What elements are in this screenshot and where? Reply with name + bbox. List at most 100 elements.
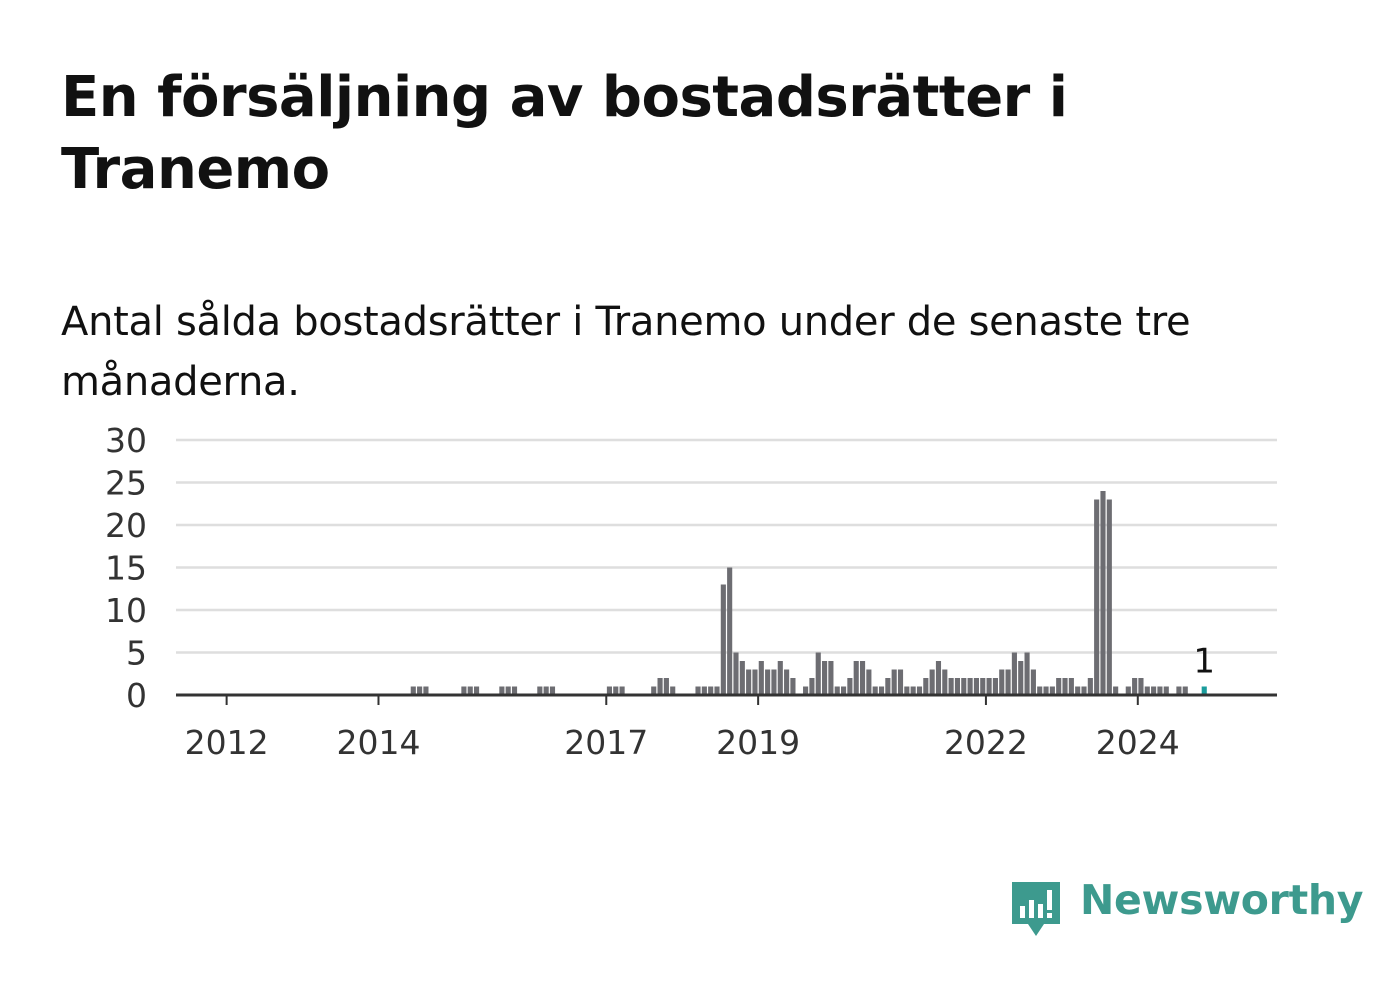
- bar: [670, 686, 676, 695]
- y-tick-label: 5: [126, 634, 147, 673]
- bar: [714, 686, 720, 695]
- bar: [878, 686, 885, 695]
- bar: [790, 678, 796, 695]
- bar: [1144, 686, 1150, 695]
- bar: [1056, 678, 1062, 695]
- bar: [885, 678, 891, 695]
- bar: [1030, 669, 1036, 695]
- bar: [948, 678, 954, 695]
- bar: [549, 686, 556, 695]
- bar: [929, 669, 935, 695]
- bar: [935, 661, 942, 695]
- bar: [910, 686, 916, 695]
- bar: [505, 686, 511, 695]
- bar: [1005, 669, 1011, 695]
- annotations: 1: [1193, 642, 1215, 682]
- bar: [1062, 678, 1068, 695]
- bar: [1037, 686, 1043, 695]
- bar: [543, 686, 549, 695]
- bar: [992, 678, 998, 695]
- bar: [840, 686, 847, 695]
- x-tick-label: 2012: [185, 723, 269, 762]
- bar: [923, 678, 929, 695]
- x-tick-label: 2019: [716, 723, 800, 762]
- x-tick-label: 2014: [336, 723, 420, 762]
- bar: [739, 661, 745, 695]
- bar: [872, 686, 878, 695]
- y-tick-label: 0: [126, 676, 147, 715]
- y-tick-label: 30: [105, 421, 147, 460]
- bar: [695, 686, 701, 695]
- bar: [752, 669, 758, 695]
- bar: [1201, 686, 1207, 695]
- bar: [1157, 686, 1163, 695]
- y-tick-label: 25: [105, 464, 147, 503]
- bar: [1068, 678, 1074, 695]
- bars: [410, 491, 1207, 695]
- bar: [916, 686, 923, 695]
- bar: [473, 686, 480, 695]
- bar: [467, 686, 473, 695]
- y-tick-label: 10: [105, 591, 147, 630]
- bar: [746, 669, 752, 695]
- bar: [866, 669, 872, 695]
- bar: [1132, 678, 1138, 695]
- chart-title: En försäljning av bostadsrätter i Tranem…: [61, 65, 1068, 202]
- bar: [758, 661, 764, 695]
- bar: [973, 678, 980, 695]
- newsworthy-logo-icon: [1012, 882, 1060, 936]
- bar: [657, 678, 663, 695]
- bar: [1113, 686, 1119, 695]
- bar: [417, 686, 423, 695]
- bar: [980, 678, 986, 695]
- bar: [511, 686, 518, 695]
- bar: [606, 686, 613, 695]
- bar: [1151, 686, 1157, 695]
- bar: [765, 669, 771, 695]
- bar: [859, 661, 866, 695]
- bar: [499, 686, 505, 695]
- bar: [1106, 499, 1112, 695]
- bar: [1138, 678, 1144, 695]
- bar: [651, 686, 657, 695]
- bar: [1100, 491, 1106, 695]
- bar: [720, 584, 726, 695]
- bar: [1094, 499, 1100, 695]
- bar: [777, 661, 783, 695]
- bar: [461, 686, 467, 695]
- x-tick-label: 2024: [1096, 723, 1180, 762]
- bar: [1176, 686, 1182, 695]
- bar: [410, 686, 416, 695]
- bar: [828, 661, 834, 695]
- bar: [1163, 686, 1169, 695]
- bar: [815, 652, 821, 695]
- bar: [733, 652, 739, 695]
- x-axis: 2012 2014 2017 2019 2022 2024: [176, 693, 1277, 762]
- bar: [1011, 652, 1017, 695]
- bar: [986, 678, 992, 695]
- bar: [1182, 686, 1188, 695]
- chart-subtitle: Antal sålda bostadsrätter i Tranemo unde…: [61, 299, 1191, 405]
- bar: [708, 686, 714, 695]
- y-tick-label: 20: [105, 506, 147, 545]
- bar: [784, 669, 790, 695]
- bar: [701, 686, 707, 695]
- data-label: 1: [1193, 642, 1215, 682]
- x-tick-label: 2017: [564, 723, 648, 762]
- bar: [954, 678, 961, 695]
- bar: [1024, 652, 1030, 695]
- bar: [1081, 686, 1087, 695]
- bar: [809, 678, 815, 695]
- bar: [619, 686, 625, 695]
- bar: [897, 669, 904, 695]
- bar: [999, 669, 1005, 695]
- bar: [1049, 686, 1055, 695]
- bar: [727, 567, 733, 695]
- y-tick-label: 15: [105, 549, 147, 588]
- x-tick-label: 2022: [944, 723, 1028, 762]
- bar: [822, 661, 828, 695]
- bar: [961, 678, 967, 695]
- bar: [663, 678, 669, 695]
